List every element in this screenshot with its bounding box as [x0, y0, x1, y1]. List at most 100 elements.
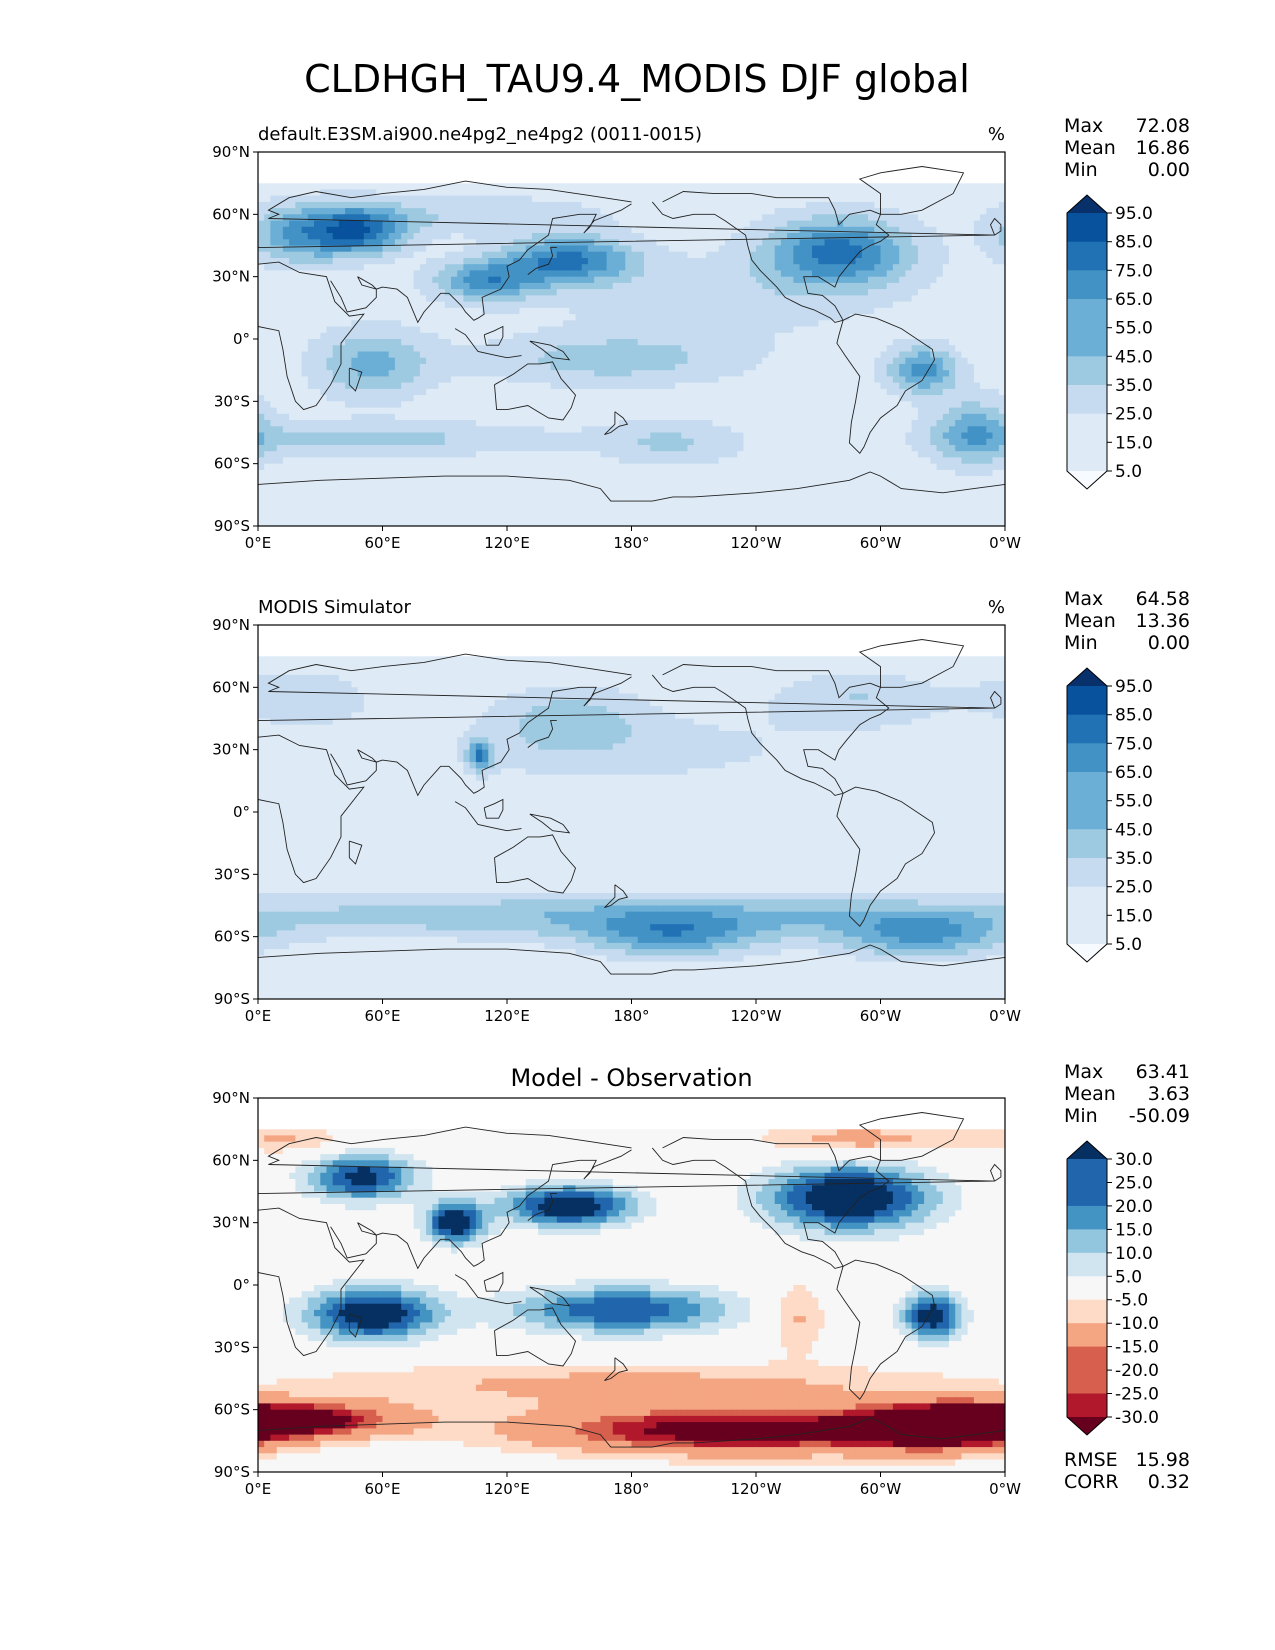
field-cell — [401, 339, 408, 346]
field-cell — [849, 220, 857, 228]
field-cell — [942, 320, 950, 328]
field-cell — [469, 351, 477, 359]
field-cell — [768, 420, 776, 427]
field-cell — [855, 420, 863, 427]
field-cell — [961, 357, 969, 365]
field-cell — [289, 289, 296, 296]
field-cell — [475, 289, 483, 296]
field-cell — [892, 339, 900, 346]
field-cell — [264, 270, 271, 278]
field-cell — [880, 370, 888, 377]
field-cell — [973, 195, 981, 203]
field-cell — [818, 233, 826, 240]
field-cell — [967, 214, 975, 222]
field-cell — [805, 420, 813, 427]
field-cell — [855, 226, 863, 234]
field-cell — [824, 183, 832, 190]
field-cell — [270, 189, 278, 197]
field-cell — [843, 426, 850, 434]
field-cell — [631, 201, 639, 209]
field-cell — [886, 345, 894, 352]
field-cell — [351, 258, 359, 265]
field-cell — [644, 357, 651, 365]
field-cell — [756, 395, 763, 402]
field-cell — [550, 264, 558, 271]
field-cell — [687, 251, 695, 259]
field-cell — [812, 407, 819, 415]
field-cell — [787, 370, 794, 377]
field-cell — [644, 320, 651, 328]
field-cell — [500, 401, 508, 409]
field-cell — [967, 189, 975, 197]
field-cell — [376, 276, 384, 284]
field-cell — [855, 301, 863, 309]
field-cell — [942, 420, 950, 427]
field-cell — [606, 239, 614, 247]
field-cell — [314, 245, 321, 253]
field-cell — [805, 295, 813, 303]
field-cell — [681, 270, 689, 278]
field-cell — [538, 320, 545, 328]
field-cell — [289, 208, 296, 215]
field-cell — [276, 426, 284, 434]
field-cell — [382, 301, 390, 309]
field-cell — [774, 326, 782, 334]
field-cell — [432, 407, 440, 415]
field-cell — [718, 189, 726, 197]
field-cell — [949, 339, 956, 346]
field-cell — [507, 426, 514, 434]
field-cell — [774, 320, 782, 328]
field-cell — [488, 345, 496, 352]
field-cell — [538, 195, 545, 203]
field-cell — [787, 357, 794, 365]
field-cell — [762, 307, 769, 315]
field-cell — [861, 314, 869, 321]
field-cell — [475, 226, 483, 234]
field-cell — [737, 276, 745, 284]
field-cell — [644, 407, 651, 415]
field-cell — [644, 251, 651, 259]
field-cell — [475, 251, 483, 259]
field-cell — [749, 413, 757, 421]
field-cell — [749, 420, 757, 427]
field-cell — [556, 314, 564, 321]
field-cell — [619, 351, 626, 359]
field-cell — [264, 251, 271, 259]
field-cell — [581, 201, 589, 209]
field-cell — [992, 239, 1000, 247]
field-cell — [980, 208, 987, 215]
field-cell — [812, 264, 819, 271]
field-cell — [768, 332, 776, 340]
field-cell — [444, 270, 452, 278]
field-cell — [507, 370, 514, 377]
field-cell — [351, 314, 359, 321]
field-cell — [675, 276, 682, 284]
field-cell — [762, 326, 769, 334]
field-cell — [531, 233, 539, 240]
field-cell — [519, 432, 527, 440]
field-cell — [370, 320, 377, 328]
field-cell — [644, 220, 651, 228]
field-cell — [438, 413, 446, 421]
field-cell — [401, 413, 408, 421]
field-cell — [855, 407, 863, 415]
field-cell — [600, 395, 608, 402]
field-cell — [289, 339, 296, 346]
field-cell — [824, 395, 832, 402]
field-cell — [282, 183, 290, 190]
field-cell — [401, 388, 408, 396]
field-cell — [712, 345, 720, 352]
field-cell — [289, 226, 296, 234]
field-cell — [357, 407, 365, 415]
field-cell — [270, 201, 278, 209]
field-cell — [314, 195, 321, 203]
field-cell — [258, 239, 265, 247]
field-cell — [662, 208, 670, 215]
field-cell — [986, 413, 994, 421]
field-cell — [737, 388, 745, 396]
field-cell — [637, 208, 645, 215]
field-cell — [650, 320, 657, 328]
field-cell — [650, 295, 657, 303]
field-cell — [370, 314, 377, 321]
